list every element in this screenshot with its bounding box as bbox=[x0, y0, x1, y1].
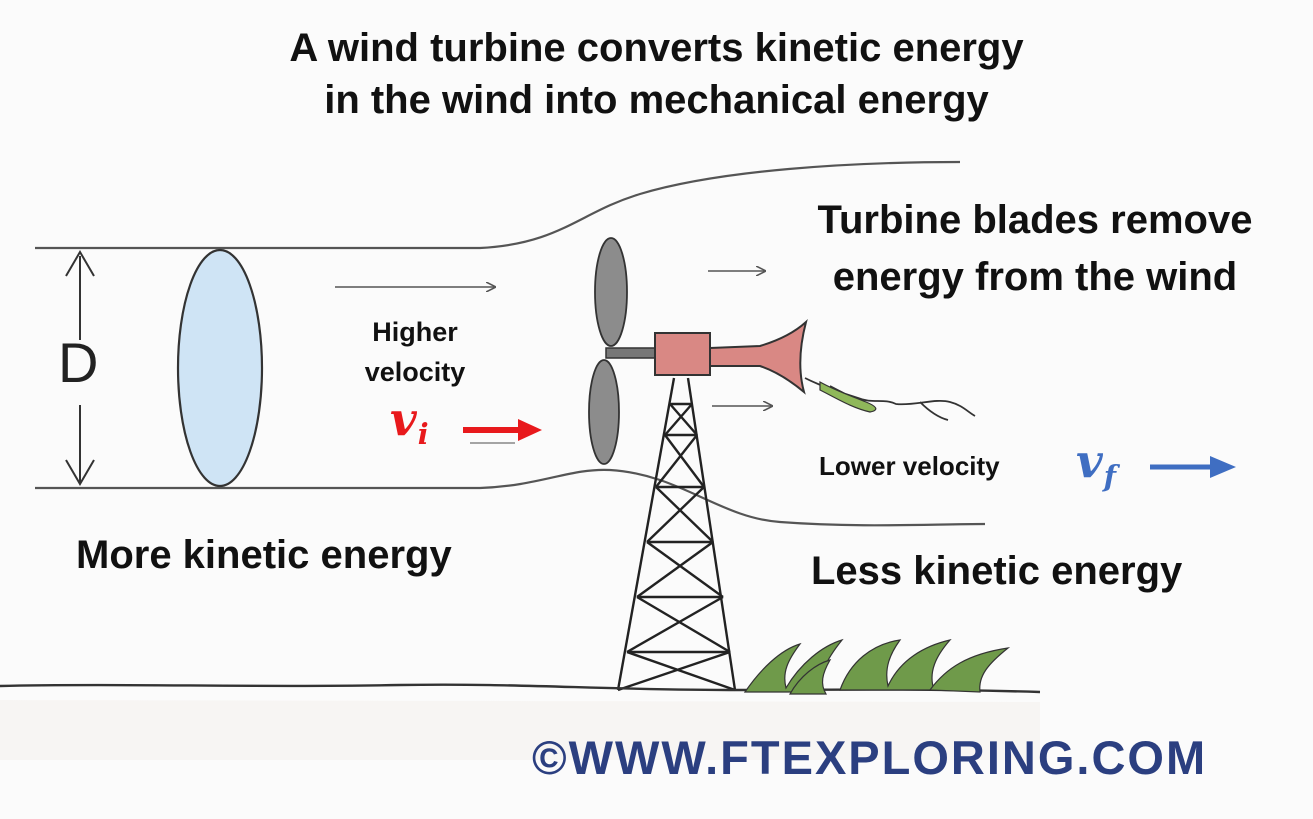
rotor-disk bbox=[176, 248, 264, 488]
ground-shading bbox=[0, 700, 1040, 760]
higher-line-2: velocity bbox=[364, 357, 466, 387]
page-title: A wind turbine converts kinetic energy i… bbox=[0, 22, 1313, 126]
blades-line-2: energy from the wind bbox=[832, 255, 1238, 299]
title-line-1: A wind turbine converts kinetic energy bbox=[289, 26, 1024, 70]
blades-line-1: Turbine blades remove bbox=[817, 198, 1253, 242]
v-final-symbol: vf bbox=[1076, 434, 1117, 494]
less-energy-label: Less kinetic energy bbox=[811, 549, 1183, 593]
v-final-arrow bbox=[1150, 456, 1236, 478]
stream-tube-top bbox=[35, 160, 961, 250]
v-initial-subscript: i bbox=[417, 417, 429, 452]
more-energy-label: More kinetic energy bbox=[76, 533, 452, 577]
tower bbox=[616, 377, 737, 692]
blade-lower bbox=[588, 359, 620, 465]
nacelle bbox=[654, 332, 711, 376]
higher-line-1: Higher bbox=[372, 317, 458, 347]
tail-vane bbox=[709, 318, 808, 395]
blades-label: Turbine blades remove energy from the wi… bbox=[795, 192, 1275, 306]
lower-velocity-label: Lower velocity bbox=[819, 451, 1000, 481]
v-final-subscript: f bbox=[1103, 459, 1117, 494]
stream-tube-bottom bbox=[35, 468, 986, 527]
hub-shaft bbox=[605, 347, 659, 359]
tail-streamer bbox=[804, 377, 976, 421]
blade-upper bbox=[594, 237, 628, 347]
higher-velocity-label: Higher velocity bbox=[355, 312, 475, 392]
grass bbox=[743, 638, 1011, 695]
watermark: ©WWW.FTEXPLORING.COM bbox=[532, 731, 1208, 784]
diameter-arrow bbox=[65, 250, 95, 486]
title-line-2: in the wind into mechanical energy bbox=[324, 78, 989, 122]
diameter-label: D bbox=[58, 331, 99, 394]
v-initial-symbol: vi bbox=[390, 392, 429, 452]
v-initial-arrow bbox=[463, 419, 542, 441]
